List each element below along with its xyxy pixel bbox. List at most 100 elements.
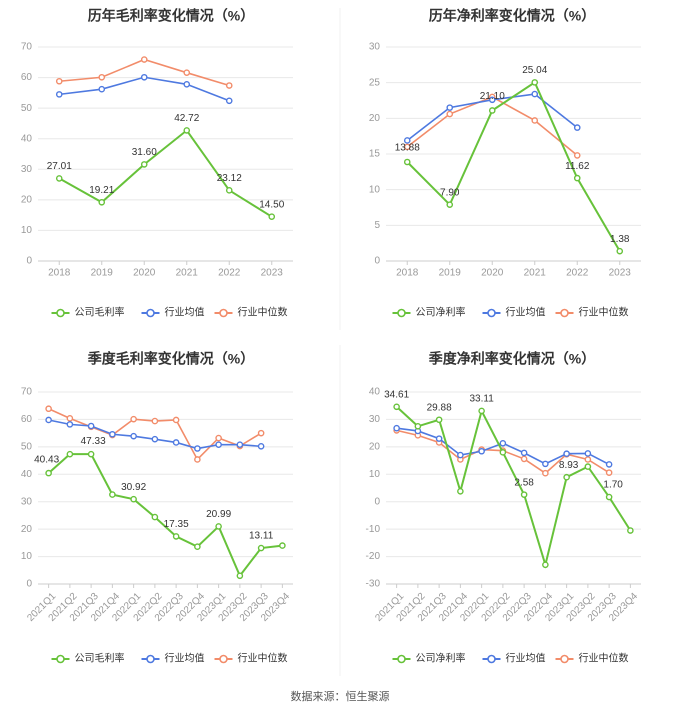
data-point bbox=[605, 493, 613, 501]
data-point bbox=[478, 447, 485, 455]
data-label: 34.61 bbox=[384, 389, 409, 400]
data-point bbox=[55, 91, 63, 98]
chart-quarterly-gross: 季度毛利率变化情况（%）0102030405060702021Q12021Q22… bbox=[21, 351, 293, 665]
legend-marker bbox=[397, 654, 406, 664]
data-point bbox=[573, 124, 581, 131]
data-label: 8.93 bbox=[559, 460, 579, 471]
series-line bbox=[58, 128, 273, 218]
legend-item-industry_median[interactable]: 行业中位数 bbox=[214, 306, 288, 319]
data-label: 1.38 bbox=[610, 234, 630, 245]
data-label: 2.58 bbox=[514, 477, 534, 488]
data-point bbox=[66, 415, 74, 422]
data-point bbox=[584, 450, 592, 457]
data-point bbox=[393, 424, 400, 432]
data-point bbox=[403, 158, 411, 166]
y-tick-label: 40 bbox=[21, 469, 33, 480]
legend-item-industry_median[interactable]: 行业中位数 bbox=[214, 652, 288, 665]
series-company: 13.88 7.90 21.10 25.04 11.62 1.38 bbox=[395, 65, 630, 255]
x-tick-label: 2021 bbox=[524, 268, 547, 279]
data-point bbox=[194, 543, 201, 550]
data-point bbox=[109, 491, 116, 498]
data-point bbox=[183, 69, 191, 76]
legend-item-company[interactable]: 公司净利率 bbox=[392, 652, 466, 665]
data-point bbox=[573, 174, 581, 182]
data-label: 17.35 bbox=[164, 519, 189, 530]
data-point bbox=[457, 487, 464, 495]
data-point bbox=[236, 572, 244, 580]
data-point bbox=[109, 430, 116, 438]
legend-label: 行业均值 bbox=[165, 306, 205, 319]
y-tick-label: 60 bbox=[21, 72, 33, 83]
x-tick-label: 2021 bbox=[176, 268, 199, 279]
legend-item-company[interactable]: 公司净利率 bbox=[392, 306, 466, 319]
data-point bbox=[151, 435, 159, 443]
y-tick-label: 20 bbox=[369, 441, 381, 452]
legend-item-industry_median[interactable]: 行业中位数 bbox=[555, 652, 629, 665]
legend-item-company[interactable]: 公司毛利率 bbox=[51, 306, 125, 319]
chart-title: 历年净利率变化情况（%） bbox=[429, 8, 595, 24]
data-point bbox=[151, 417, 159, 425]
legend-item-industry_avg[interactable]: 行业均值 bbox=[482, 306, 546, 319]
data-point bbox=[257, 429, 265, 437]
series-industry_avg bbox=[393, 424, 613, 468]
x-tick-label: 2023 bbox=[261, 268, 284, 279]
y-tick-label: -20 bbox=[366, 551, 381, 562]
data-label: 25.04 bbox=[522, 65, 547, 76]
data-point bbox=[98, 73, 106, 81]
data-point bbox=[130, 495, 137, 503]
data-point bbox=[520, 491, 528, 498]
series-line bbox=[406, 96, 578, 157]
data-label: 40.43 bbox=[34, 455, 59, 466]
data-label: 33.11 bbox=[469, 394, 494, 405]
chart-title: 季度毛利率变化情况（%） bbox=[87, 351, 254, 367]
y-tick-label: 50 bbox=[21, 441, 33, 452]
data-label: 13.88 bbox=[395, 143, 420, 154]
legend-item-industry_avg[interactable]: 行业均值 bbox=[141, 306, 205, 319]
legend-item-industry_avg[interactable]: 行业均值 bbox=[141, 652, 205, 665]
data-point bbox=[140, 161, 148, 168]
y-tick-label: 10 bbox=[369, 469, 381, 480]
legend-label: 行业均值 bbox=[506, 306, 546, 319]
data-point bbox=[499, 449, 507, 456]
data-label: 14.50 bbox=[259, 199, 284, 210]
legend-label: 行业均值 bbox=[506, 652, 546, 665]
legend-item-company[interactable]: 公司毛利率 bbox=[51, 652, 125, 665]
x-tick-label: 2022 bbox=[566, 268, 589, 279]
data-point bbox=[87, 422, 95, 430]
data-point bbox=[45, 405, 52, 413]
legend-marker bbox=[146, 308, 155, 318]
data-point bbox=[98, 85, 106, 93]
y-tick-label: 10 bbox=[21, 551, 33, 562]
series-line bbox=[59, 76, 230, 102]
data-point bbox=[488, 107, 496, 114]
data-point bbox=[225, 97, 233, 105]
legend-marker bbox=[560, 654, 569, 664]
y-tick-label: 20 bbox=[21, 524, 33, 535]
series-line bbox=[59, 58, 230, 87]
legend-label: 行业中位数 bbox=[579, 652, 629, 665]
legend-item-industry_median[interactable]: 行业中位数 bbox=[555, 306, 629, 319]
data-point bbox=[140, 73, 148, 81]
data-point bbox=[45, 416, 52, 424]
y-tick-label: 20 bbox=[369, 113, 381, 124]
data-point bbox=[279, 542, 286, 549]
legend-item-industry_avg[interactable]: 行业均值 bbox=[482, 652, 546, 665]
data-point bbox=[257, 544, 265, 552]
data-point bbox=[225, 82, 233, 89]
legend-marker bbox=[560, 308, 569, 318]
data-point bbox=[446, 201, 454, 208]
y-tick-label: 0 bbox=[26, 579, 32, 590]
data-point bbox=[542, 469, 549, 477]
chart-title: 季度净利率变化情况（%） bbox=[428, 351, 595, 367]
chart-annual-gross: 历年毛利率变化情况（%） 0 10 20 30 40 50 60 70 2018 2019 2020 2… bbox=[21, 8, 293, 319]
y-tick-label: 15 bbox=[369, 149, 381, 160]
legend: 公司净利率 行业均值 行业中位数 bbox=[392, 306, 629, 319]
data-point bbox=[605, 461, 613, 468]
y-tick-label: 20 bbox=[21, 194, 33, 205]
data-point bbox=[414, 422, 422, 430]
x-tick-label: 2019 bbox=[91, 268, 114, 279]
data-label: 31.60 bbox=[132, 147, 157, 158]
legend-marker bbox=[487, 654, 496, 664]
data-point bbox=[268, 213, 276, 220]
